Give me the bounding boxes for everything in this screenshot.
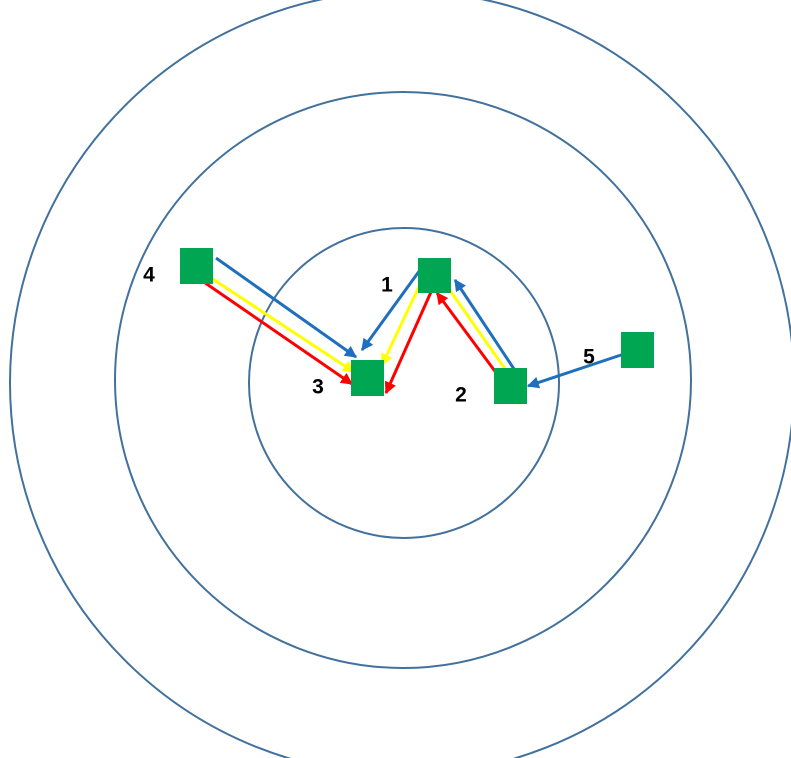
rings [9, 0, 791, 758]
node-label: 1 [381, 274, 393, 297]
node-label: 5 [583, 346, 595, 369]
arrows [181, 256, 628, 395]
arrow [195, 266, 356, 374]
arrow [384, 291, 433, 395]
inner-ring [248, 227, 560, 539]
outer-ring [9, 0, 791, 758]
node-label: 4 [143, 264, 155, 287]
arrow [435, 292, 502, 379]
arrow [215, 256, 357, 359]
node-box [621, 332, 654, 368]
node-box [351, 360, 384, 396]
node-box [494, 368, 527, 404]
node-label: 2 [455, 384, 467, 407]
arrow [181, 265, 353, 386]
node-label: 3 [312, 376, 324, 399]
arrow [380, 273, 427, 367]
arrow [526, 351, 628, 389]
arrow [360, 269, 422, 351]
node-box [180, 248, 213, 284]
middle-ring [114, 91, 692, 669]
nodes [180, 248, 654, 404]
arrow [453, 278, 516, 370]
node-box [418, 258, 451, 293]
